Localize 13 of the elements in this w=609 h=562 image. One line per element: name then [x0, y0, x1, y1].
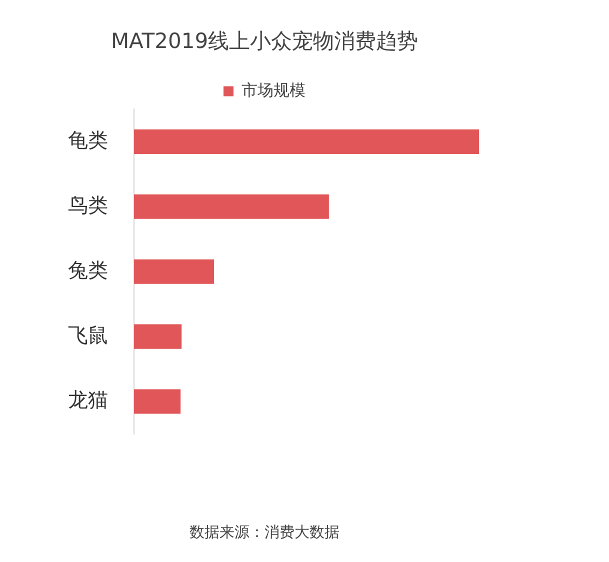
y-tick-label: 鸟类: [68, 192, 108, 217]
y-tick-label: 龟类: [68, 128, 108, 152]
bar: [134, 324, 182, 349]
legend-label: 市场规模: [242, 80, 306, 100]
y-tick-label: 飞鼠: [68, 322, 108, 347]
y-tick-label: 兔类: [68, 258, 108, 282]
chart-title: MAT2019线上小众宠物消费趋势: [110, 29, 418, 54]
source-note: 数据来源：消费大数据: [190, 522, 340, 541]
bar: [134, 259, 214, 284]
bar: [134, 129, 479, 154]
y-tick-label: 龙猫: [68, 388, 108, 412]
bar: [134, 194, 329, 219]
bar: [134, 389, 181, 414]
